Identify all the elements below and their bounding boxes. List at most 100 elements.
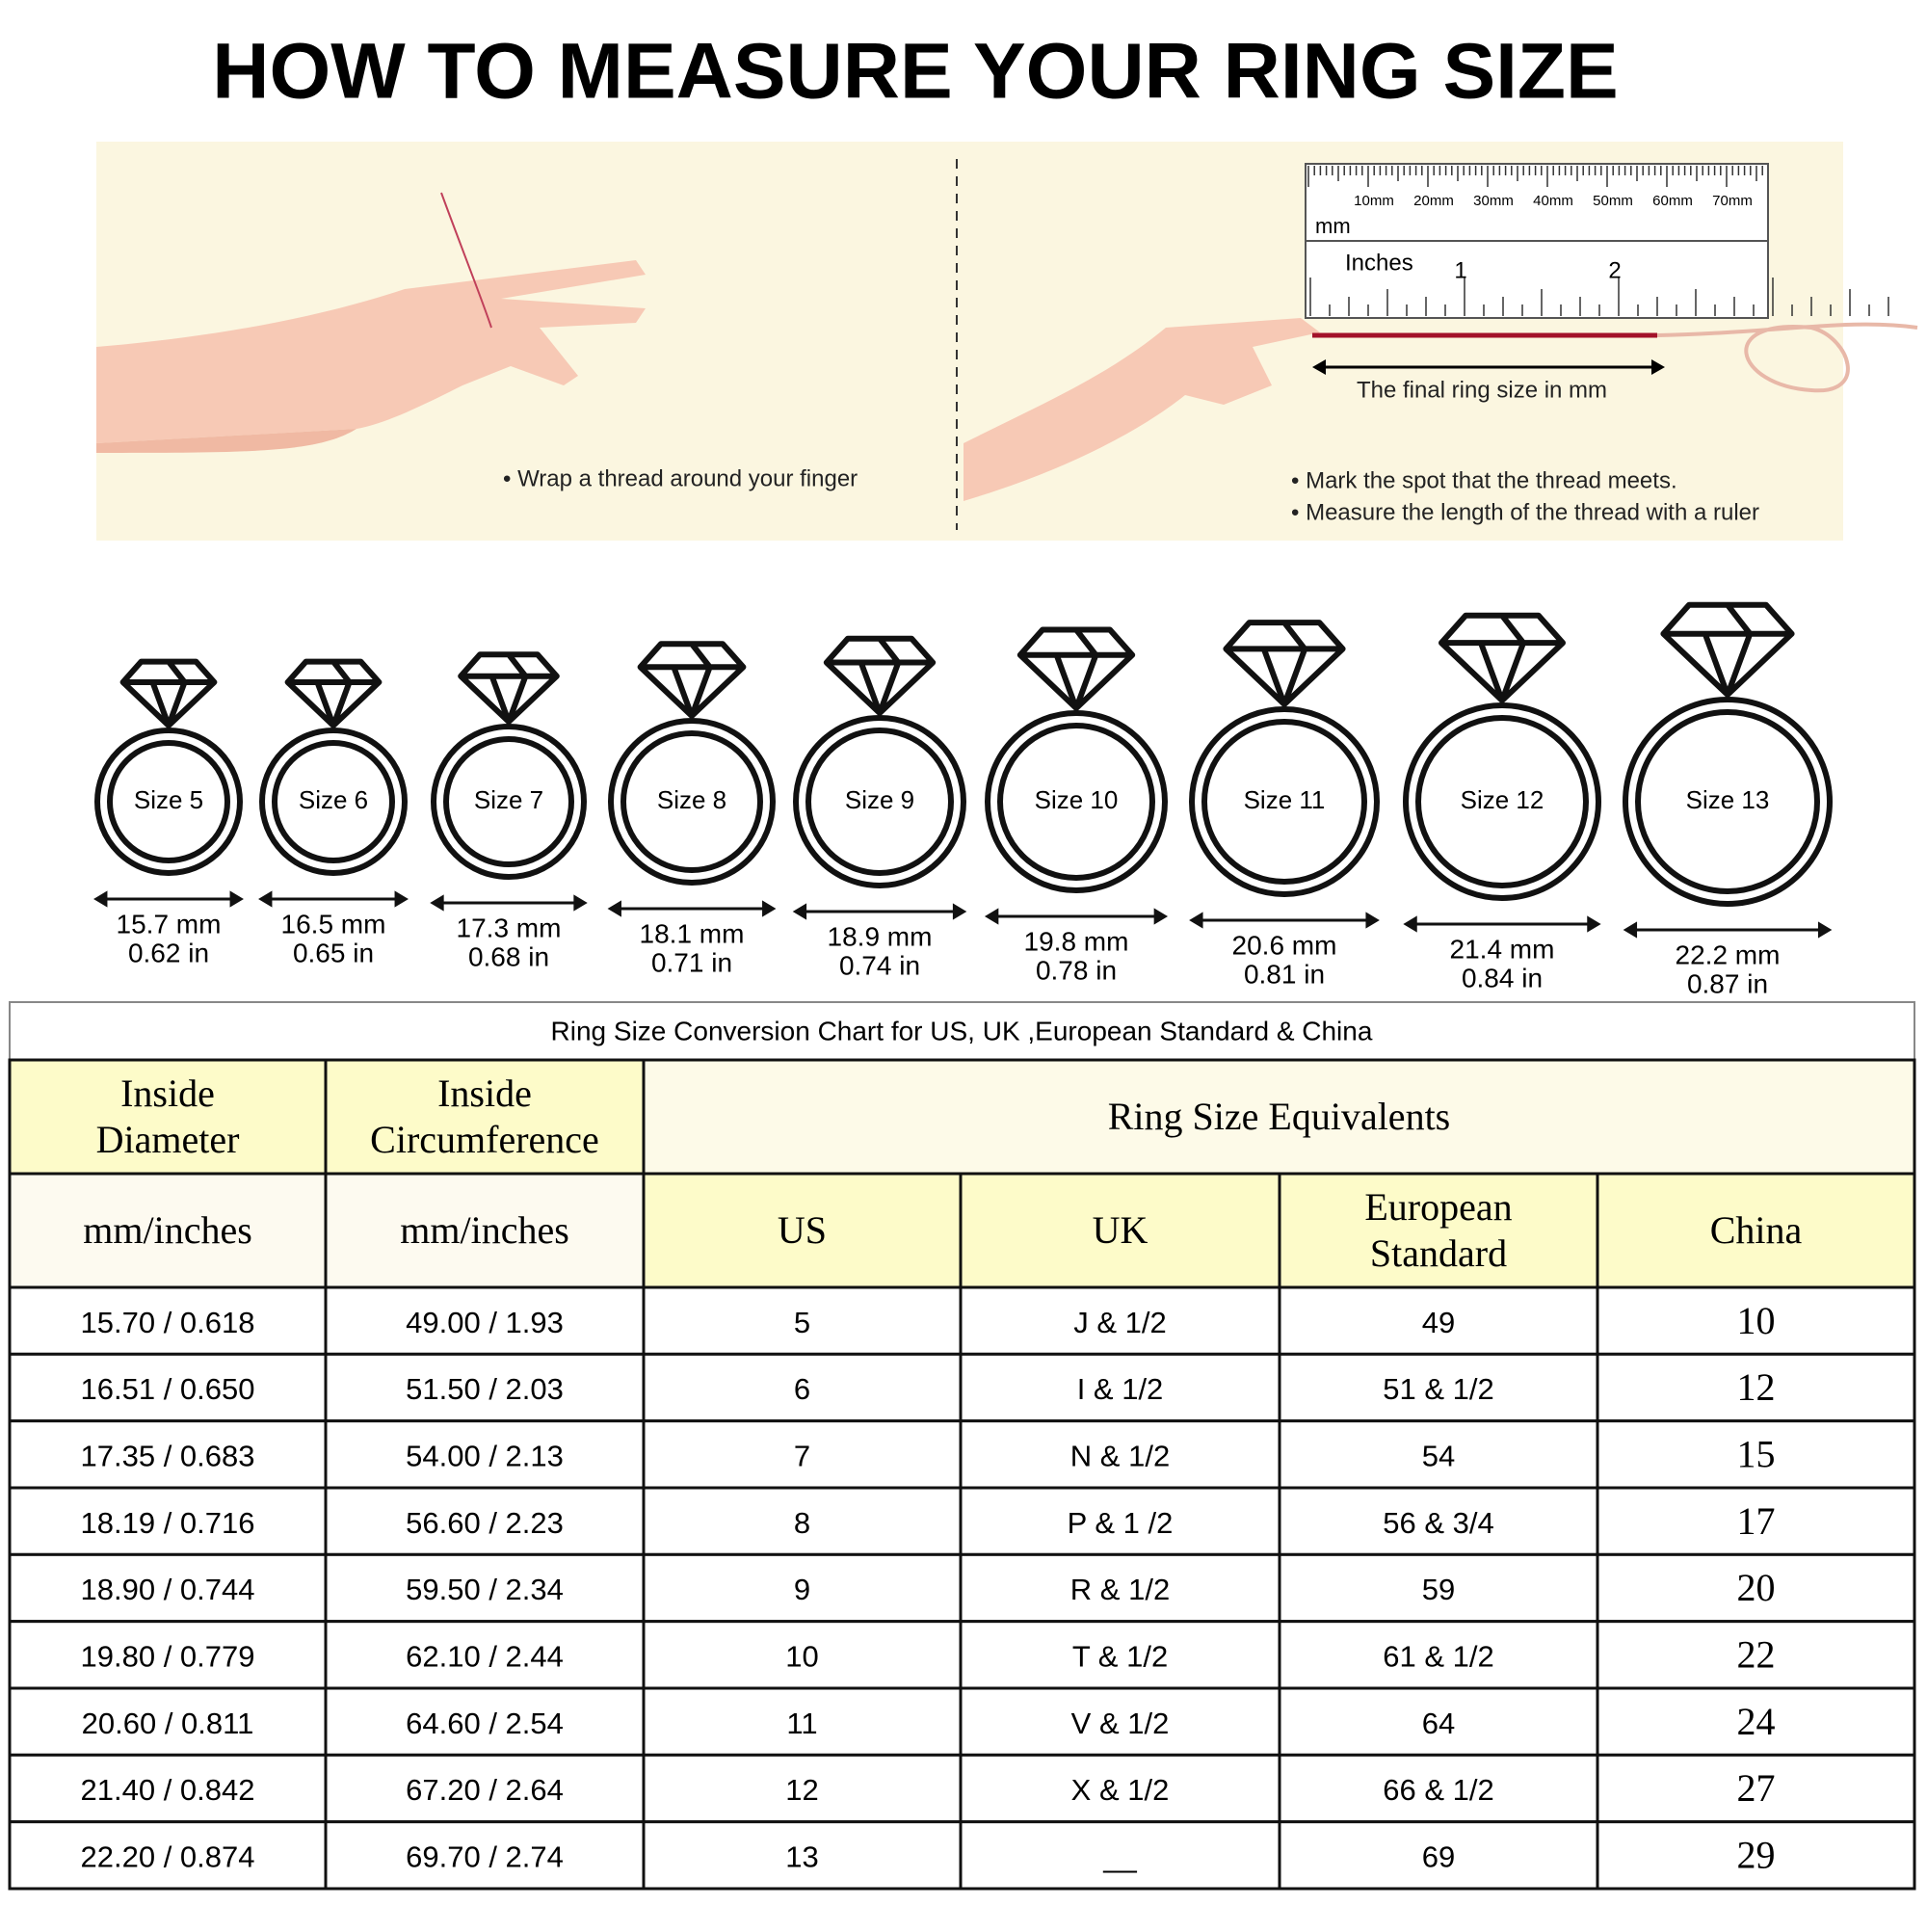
ruler-ticks: 10mm 20mm 30mm 40mm 50mm 60mm 70mm 1 2 [1307,166,1889,316]
width-arrow [430,894,588,912]
data-cell: 67.20 / 2.64 [406,1773,564,1807]
data-cell: 20.60 / 0.811 [82,1707,254,1740]
data-cell: 12 [785,1773,818,1807]
data-cell: 56 & 3/4 [1383,1506,1493,1540]
table-caption: Ring Size Conversion Chart for US, UK ,E… [551,1016,1373,1045]
data-cell: 54 [1422,1440,1455,1473]
mm-label: 60mm [1652,193,1693,209]
ring: Size 13 22.2 mm0.87 in [1623,601,1833,998]
rings: Size 5 15.7 mm0.62 in Size 6 16.5 mm0.65 in… [93,601,1833,998]
data-cell: 56.60 / 2.23 [406,1506,564,1540]
data-cell: 11 [786,1707,817,1740]
ring-inch: 0.65 in [293,938,374,967]
ring-inch: 0.68 in [468,941,549,971]
ring-label: Size 8 [657,785,726,814]
width-arrow [93,890,244,908]
data-cell: 29 [1737,1834,1776,1877]
cell-bg [1596,1172,1916,1289]
ring-label: Size 12 [1461,785,1544,814]
ring-mm: 21.4 mm [1450,934,1555,964]
ring-label: Size 10 [1035,785,1119,814]
ring-mm: 19.8 mm [1024,926,1129,956]
cell-bg [324,1419,646,1490]
ring-mm: 22.2 mm [1676,940,1781,969]
data-cell: 5 [794,1306,810,1339]
cell-bg [324,1172,646,1289]
data-cell: X & 1/2 [1071,1773,1170,1807]
ring-inner [443,736,574,867]
cell-bg [1596,1753,1916,1824]
cell-bg [324,1820,646,1891]
data-cell: 61 & 1/2 [1383,1640,1493,1674]
left-instruction: • Wrap a thread around your finger [503,465,858,491]
ring-inch: 0.74 in [839,950,920,980]
header-cell: Inside Circumference [370,1072,599,1161]
cell-bg [642,1753,963,1824]
width-arrow [1623,921,1833,939]
data-cell: 22.20 / 0.874 [81,1840,255,1874]
data-cell: 22 [1737,1633,1776,1677]
caption-cell [9,1001,1915,1061]
ring: Size 7 17.3 mm0.68 in [430,651,588,971]
cell-bg [324,1753,646,1824]
cell-bg [642,1552,963,1624]
ring-inch: 0.87 in [1687,968,1768,998]
data-cell: N & 1/2 [1070,1440,1170,1473]
ring-mm: 20.6 mm [1232,930,1337,960]
ring: Size 10 19.8 mm0.78 in [984,626,1169,985]
data-cell: 13 [785,1840,818,1874]
ruler-mm [1305,163,1769,242]
cell-bg [1596,1552,1916,1624]
inch-label: 2 [1608,257,1621,283]
data-cell: 69.70 / 2.74 [406,1840,564,1874]
subheader-cell: mm/inches [83,1208,252,1252]
width-arrow [1403,915,1601,933]
ring: Size 6 16.5 mm0.65 in [258,658,409,967]
ring-label: Size 5 [134,785,203,814]
data-cell: 20 [1737,1566,1776,1609]
data-cell: 10 [785,1640,818,1674]
data-cell: 16.51 / 0.650 [81,1372,255,1406]
ring-inner [805,728,954,876]
ring-inner [1201,719,1367,885]
ring-label: Size 13 [1686,785,1770,814]
right-instruction: • Mark the spot that the thread meets. [1291,467,1677,493]
ring-mm: 15.7 mm [117,909,222,939]
ring-inch: 0.78 in [1036,955,1117,985]
ring-label: Size 6 [299,785,368,814]
cell-bg [642,1058,1916,1176]
cell-bg [959,1620,1281,1690]
subheader-cell: China [1710,1208,1803,1252]
subheader-cell: European Standard [1364,1185,1512,1275]
cell-bg [8,1753,328,1824]
diamond [1439,612,1566,703]
ring-inch: 0.81 in [1244,959,1325,989]
cell-bg [959,1686,1281,1757]
cell-bg [959,1820,1281,1891]
data-cell: 9 [794,1573,810,1606]
ring-label: Size 9 [845,785,914,814]
data-cell: 17 [1737,1499,1776,1543]
data-cell: P & 1 /2 [1068,1506,1174,1540]
data-cell: V & 1/2 [1071,1707,1170,1740]
data-cell: 62.10 / 2.44 [406,1640,564,1674]
ring: Size 9 18.9 mm0.74 in [792,635,967,980]
width-arrow [984,908,1169,925]
cell-bg [1278,1419,1599,1490]
ring-band [94,728,243,876]
subheader-cell: UK [1093,1208,1148,1252]
data-cell: 59.50 / 2.34 [406,1573,564,1606]
data-cell: 18.19 / 0.716 [81,1506,255,1540]
data-cell: 51 & 1/2 [1383,1372,1493,1406]
cell-bg [324,1058,646,1176]
data-cell: T & 1/2 [1072,1640,1168,1674]
ring: Size 12 21.4 mm0.84 in [1403,612,1601,992]
diamond [637,641,747,719]
cell-bg [959,1552,1281,1624]
cell-bg [1278,1285,1599,1356]
ring-band [1403,702,1601,901]
subheader-cell: US [778,1208,827,1252]
inch-label: 1 [1454,257,1466,283]
inch-unit: Inches [1345,250,1413,276]
